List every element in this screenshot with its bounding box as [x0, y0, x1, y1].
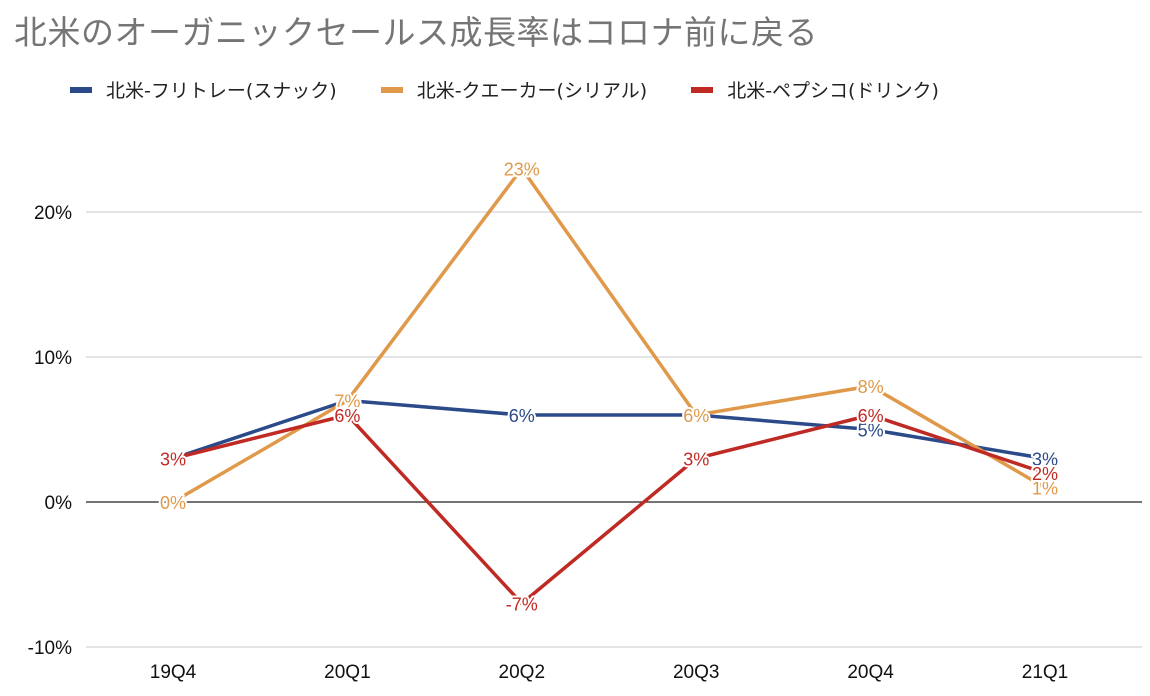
data-label: 8%	[858, 377, 884, 397]
series-line-0	[171, 398, 1047, 461]
data-label: 0%	[160, 493, 186, 513]
data-label: 6%	[509, 406, 535, 426]
x-tick-label: 20Q2	[499, 662, 545, 683]
data-label: 23%	[504, 160, 540, 180]
x-tick-label: 20Q1	[324, 662, 370, 683]
x-tick-label: 21Q1	[1022, 662, 1068, 683]
y-tick-label: 10%	[34, 348, 72, 369]
data-label: 3%	[683, 450, 709, 470]
data-label: 3%	[160, 450, 186, 470]
data-label: 6%	[858, 406, 884, 426]
legend-swatch-frito-lay	[70, 86, 92, 93]
legend-item-pepsico-beverages[interactable]: 北米-ペプシコ(ドリンク)	[691, 76, 939, 103]
series-line-1	[171, 166, 1047, 504]
legend-item-quaker[interactable]: 北米-クエーカー(シリアル)	[380, 76, 648, 103]
legend-swatch-quaker	[380, 86, 403, 93]
y-tick-label: 20%	[34, 203, 72, 224]
legend-item-frito-lay[interactable]: 北米-フリトレー(スナック)	[70, 76, 337, 103]
y-tick-label: -10%	[28, 638, 72, 659]
y-tick-label: 0%	[45, 493, 73, 514]
data-label: -7%	[506, 595, 538, 615]
chart-title: 北米のオーガニックセールス成長率はコロナ前に戻る	[14, 13, 818, 52]
x-tick-label: 20Q4	[847, 662, 894, 683]
data-label: 6%	[683, 406, 709, 426]
data-label: 3%	[1032, 450, 1058, 470]
legend-swatch-pepsico-beverages	[691, 86, 714, 93]
data-label: 5%	[858, 421, 884, 441]
data-label: 2%	[1032, 464, 1058, 484]
legend-label-pepsico-beverages: 北米-ペプシコ(ドリンク)	[727, 80, 939, 102]
data-label: 7%	[334, 392, 360, 412]
x-tick-label: 19Q4	[150, 662, 197, 683]
legend: 北米-フリトレー(スナック) 北米-クエーカー(シリアル) 北米-ペプシコ(ドリ…	[70, 76, 939, 103]
x-tick-label: 20Q3	[673, 662, 719, 683]
data-label: 6%	[334, 406, 360, 426]
legend-label-quaker: 北米-クエーカー(シリアル)	[416, 80, 648, 102]
data-label: 1%	[1032, 479, 1058, 499]
series-line-2	[171, 413, 1047, 606]
legend-label-frito-lay: 北米-フリトレー(スナック)	[106, 80, 337, 102]
